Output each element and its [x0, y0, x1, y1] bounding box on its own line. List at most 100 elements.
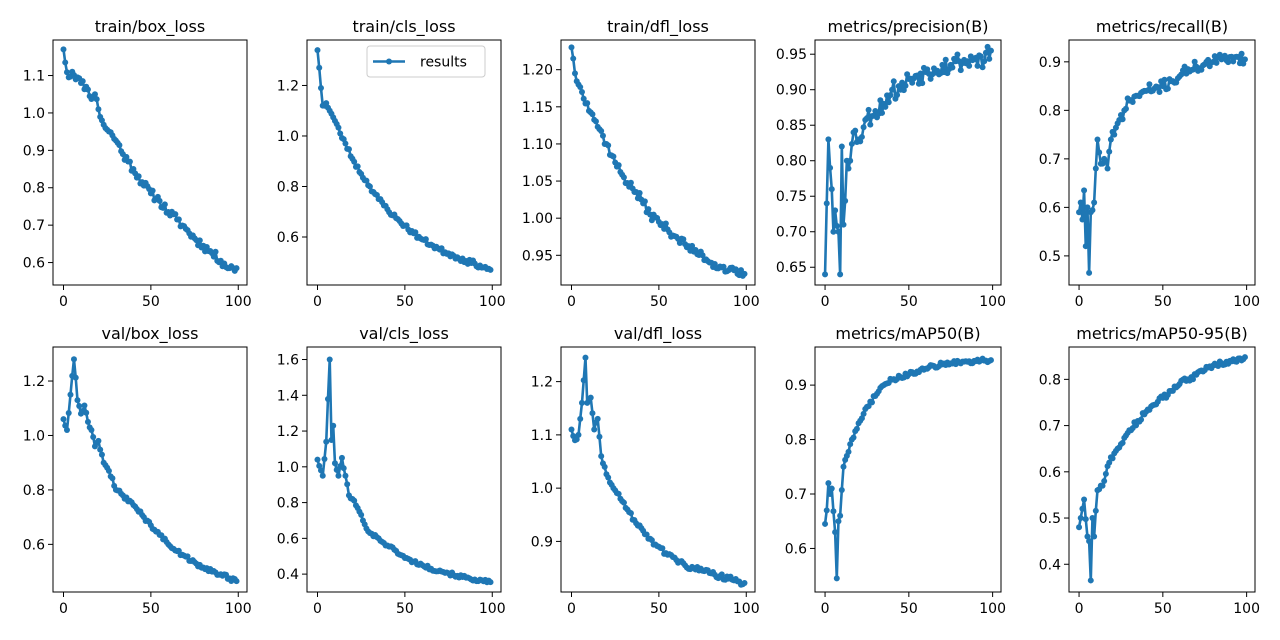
data-point — [627, 179, 634, 186]
x-tick-label: 50 — [142, 294, 160, 310]
data-point — [580, 377, 587, 384]
data-point — [1106, 459, 1113, 466]
x-tick-label: 100 — [979, 294, 1006, 310]
data-point — [568, 44, 575, 51]
data-point — [732, 266, 739, 273]
data-point — [1241, 56, 1248, 63]
y-tick-label: 0.8 — [1039, 103, 1061, 119]
data-point — [601, 463, 608, 470]
y-tick-label: 0.9 — [785, 378, 807, 394]
data-point — [832, 207, 839, 214]
data-point — [823, 200, 830, 207]
data-point — [833, 575, 840, 582]
data-point — [986, 55, 993, 62]
x-tick-label: 0 — [567, 294, 576, 310]
data-point — [847, 441, 854, 448]
data-point — [858, 133, 865, 140]
y-tick-label: 1.0 — [277, 129, 299, 145]
data-point — [860, 124, 867, 131]
y-tick-label: 0.8 — [277, 496, 299, 512]
x-tick-label: 0 — [1075, 294, 1084, 310]
data-point — [578, 399, 585, 406]
y-tick-label: 0.8 — [23, 483, 45, 499]
y-tick-label: 1.10 — [522, 137, 553, 153]
x-tick-label: 0 — [313, 294, 322, 310]
data-point — [904, 71, 911, 78]
data-point — [1082, 516, 1089, 523]
x-tick-label: 0 — [59, 601, 68, 617]
data-point — [571, 70, 578, 77]
data-point — [317, 467, 324, 474]
y-tick-label: 0.95 — [776, 47, 807, 63]
data-point — [81, 402, 88, 409]
subplot-title: metrics/precision(B) — [828, 17, 989, 36]
data-point — [865, 106, 872, 113]
y-tick-label: 0.7 — [1039, 419, 1061, 435]
subplot-title: train/dfl_loss — [607, 17, 709, 37]
y-tick-label: 1.6 — [277, 353, 299, 369]
data-point — [351, 497, 358, 504]
data-point — [1122, 105, 1129, 112]
y-tick-label: 0.9 — [531, 534, 553, 550]
data-point — [135, 173, 142, 180]
data-point — [659, 545, 666, 552]
data-point — [323, 438, 330, 445]
data-point — [842, 197, 849, 204]
data-point — [577, 415, 584, 422]
data-point — [1225, 59, 1232, 66]
x-tick-label: 100 — [733, 601, 760, 617]
y-tick-label: 1.1 — [531, 428, 553, 444]
data-point — [1081, 496, 1088, 503]
data-point — [641, 198, 648, 205]
data-point — [319, 472, 326, 479]
data-point — [894, 91, 901, 98]
data-point — [1087, 577, 1094, 584]
data-point — [149, 187, 156, 194]
data-point — [605, 142, 612, 149]
data-point — [957, 67, 964, 74]
data-point — [917, 70, 924, 77]
data-point — [987, 47, 994, 54]
data-point — [1099, 482, 1106, 489]
subplot-title: val/box_loss — [102, 324, 199, 344]
y-tick-label: 1.20 — [522, 63, 553, 79]
x-tick-label: 0 — [567, 601, 576, 617]
data-point — [974, 62, 981, 69]
data-point — [1154, 84, 1161, 91]
data-point — [1079, 505, 1086, 512]
data-point — [853, 425, 860, 432]
data-point — [412, 229, 419, 236]
data-point — [979, 64, 986, 71]
y-tick-label: 1.0 — [531, 481, 553, 497]
series-line — [823, 357, 992, 580]
data-point — [954, 51, 961, 58]
x-tick-label: 0 — [821, 601, 830, 617]
data-point — [598, 453, 605, 460]
data-point — [1076, 209, 1083, 216]
data-point — [827, 491, 834, 497]
data-point — [487, 579, 494, 586]
axes-frame — [1068, 346, 1256, 593]
axes-frame — [306, 346, 502, 593]
data-point — [321, 455, 328, 462]
data-point — [126, 158, 133, 165]
x-tick-label: 0 — [59, 294, 68, 310]
y-tick-label: 0.5 — [1039, 249, 1061, 265]
data-point — [63, 69, 70, 76]
series-line — [62, 49, 238, 273]
data-point — [1094, 136, 1101, 143]
data-point — [1221, 52, 1228, 59]
data-point — [828, 186, 835, 193]
data-point — [366, 183, 373, 190]
y-tick-label: 1.0 — [23, 428, 45, 444]
data-point — [1084, 204, 1091, 211]
data-point — [335, 124, 342, 131]
data-point — [65, 409, 72, 416]
data-point — [1156, 89, 1163, 96]
x-tick-label: 50 — [650, 294, 668, 310]
data-point — [331, 460, 338, 467]
data-point — [964, 58, 971, 65]
axes-frame — [560, 346, 756, 593]
y-tick-label: 1.05 — [522, 174, 553, 190]
data-point — [863, 115, 870, 122]
